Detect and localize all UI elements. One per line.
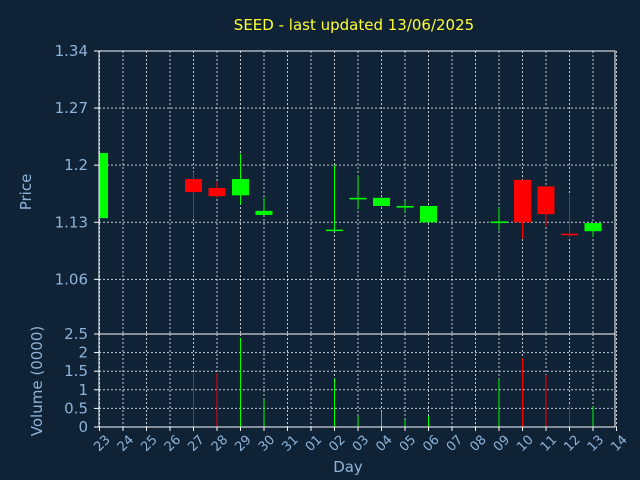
volume-tick-label: 0.5 — [64, 399, 88, 417]
volume-tick-label: 1 — [78, 381, 88, 399]
candle-body — [326, 229, 343, 232]
price-tick-label: 1.34 — [55, 42, 88, 60]
candle-body — [490, 221, 508, 224]
candle-body — [208, 188, 226, 197]
price-axis-ticks: 1.34 1.27 1.2 1.13 1.06 — [55, 42, 99, 288]
price-tick-label: 1.06 — [55, 270, 88, 288]
price-axis-title: Price — [17, 174, 35, 211]
candle-body — [584, 223, 602, 232]
candle-body — [99, 152, 108, 219]
price-tick-label: 1.27 — [55, 99, 88, 117]
candle-body — [537, 186, 555, 215]
candle-body — [561, 233, 578, 236]
price-tick-label: 1.13 — [55, 213, 88, 231]
volume-tick-label: 1.5 — [64, 362, 88, 380]
candle-body — [514, 179, 531, 223]
volume-axis-ticks: 2.521.510.50 — [64, 325, 99, 436]
candle-body — [185, 179, 202, 193]
candle-body — [420, 205, 437, 223]
candle-body — [232, 179, 249, 196]
chart-title: SEED - last updated 13/06/2025 — [234, 16, 474, 34]
price-tick-label: 1.2 — [64, 156, 88, 174]
candle-body — [349, 197, 367, 200]
volume-bars — [193, 337, 594, 427]
candle-body — [396, 205, 414, 208]
volume-axis-title: Volume (0000) — [28, 326, 46, 436]
candle-body — [373, 197, 390, 206]
volume-panel-frame — [98, 333, 616, 428]
x-axis-title: Day — [333, 458, 363, 476]
volume-tick-label: 2.5 — [64, 325, 88, 343]
price-candles — [99, 152, 602, 239]
volume-tick-label: 0 — [78, 418, 88, 436]
candle-body — [255, 210, 273, 215]
volume-tick-label: 2 — [78, 344, 88, 362]
